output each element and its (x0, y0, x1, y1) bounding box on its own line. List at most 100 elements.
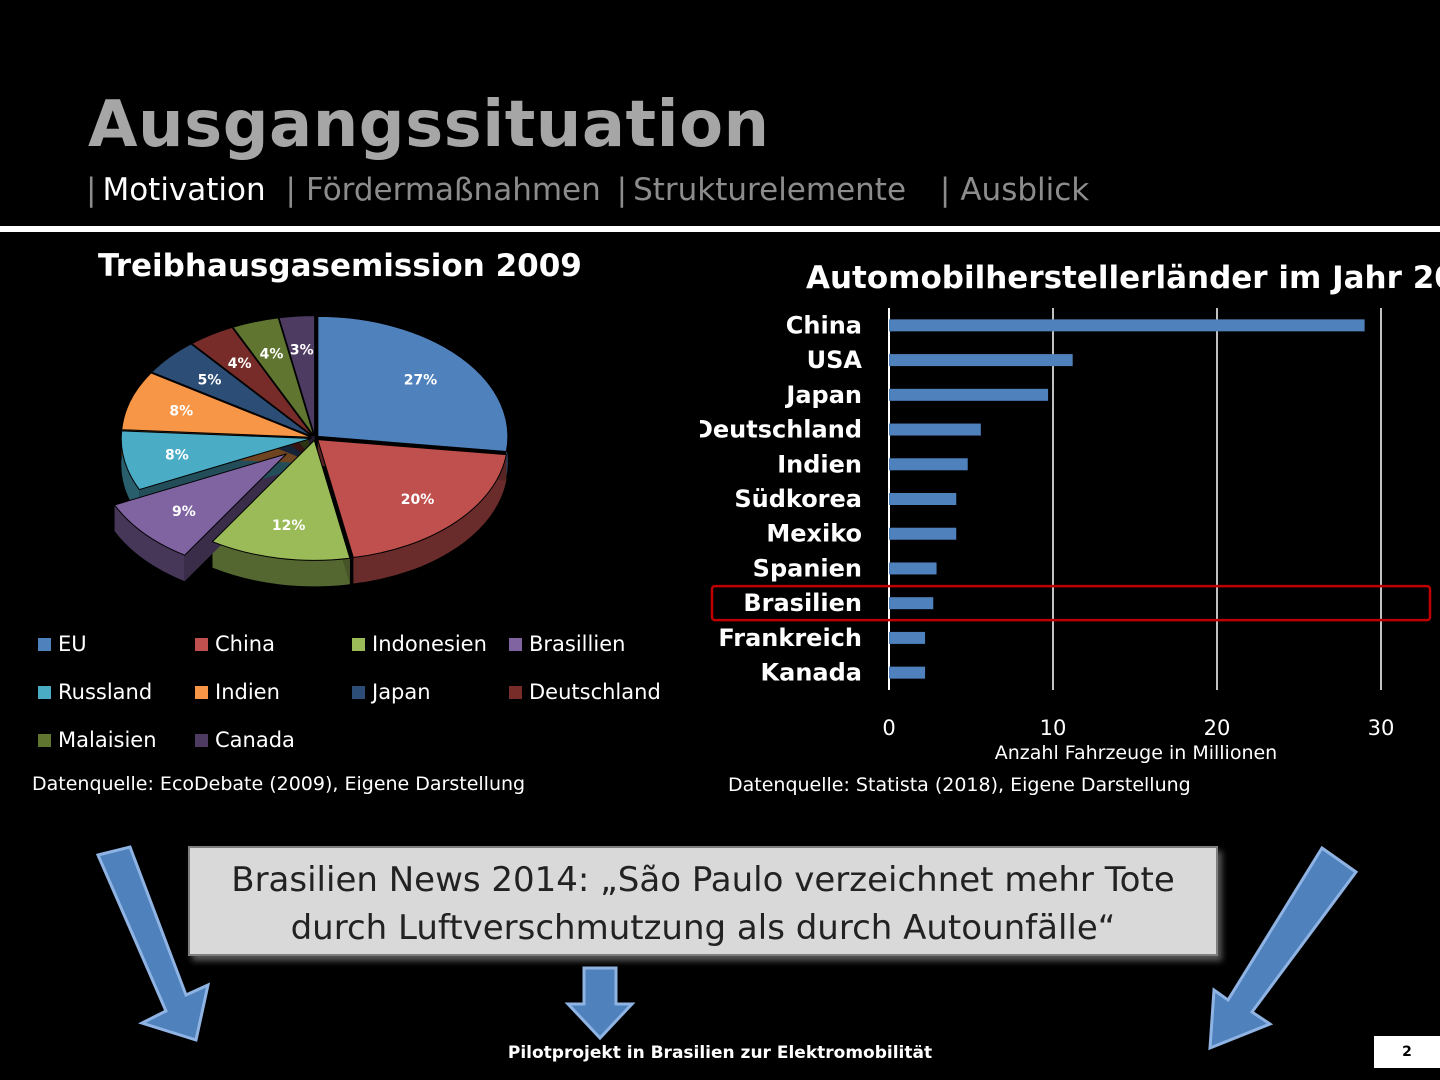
legend-item-canada: Canada (195, 728, 295, 752)
pie-slice-deutschland (190, 326, 314, 437)
y-category-label: Spanien (753, 554, 862, 582)
news-quote-line-1: Brasilien News 2014: „São Paulo verzeich… (231, 860, 1175, 900)
pie-slice-china (317, 439, 507, 559)
bar-mexiko (889, 527, 957, 540)
nav-item-ausblick[interactable]: Ausblick (960, 172, 1090, 208)
pie-slice-brasillien (113, 453, 287, 556)
pie-value-label: 8% (169, 404, 193, 420)
bar-frankreich (889, 631, 926, 644)
legend-item-china: China (195, 632, 275, 656)
pie-value-label: 3% (290, 343, 314, 359)
nav-item-foerdermassnahmen[interactable]: Fördermaßnahmen (305, 172, 601, 208)
bar-kanada (889, 666, 926, 679)
nav-separator: | (285, 172, 296, 208)
bar-brasilien (889, 597, 934, 610)
pie-value-label: 4% (260, 347, 284, 363)
y-category-label: Kanada (761, 659, 862, 687)
legend-swatch (509, 686, 522, 699)
legend-swatch (352, 638, 365, 651)
y-category-label: Japan (784, 381, 862, 409)
y-category-label: China (786, 311, 862, 339)
car-producers-bar-chart: 0 10 20 30 China USA Japan Deutschland Indien Süd… (700, 308, 1432, 764)
legend-swatch (195, 686, 208, 699)
header-divider (0, 226, 1440, 232)
legend-swatch (195, 734, 208, 747)
pie-value-label: 5% (198, 372, 222, 388)
bar-source-note: Datenquelle: Statista (2018), Eigene Dar… (728, 774, 1191, 796)
page-number: 2 (1374, 1036, 1440, 1068)
x-tick-label: 10 (1040, 716, 1067, 740)
legend-label: Indonesien (372, 632, 487, 656)
pie-slices (113, 315, 509, 561)
pie-value-label: 9% (172, 504, 196, 520)
legend-item-indonesien: Indonesien (352, 632, 487, 656)
nav-separator: | (86, 172, 97, 208)
legend-swatch (38, 686, 51, 699)
news-quote-line-2: durch Luftverschmutzung als durch Autoun… (290, 908, 1116, 948)
y-category-label: Mexiko (766, 520, 862, 548)
slide-footer: Pilotprojekt in Brasilien zur Elektromob… (507, 1043, 933, 1063)
pie-slice-side-russland (121, 430, 140, 516)
legend-item-indien: Indien (195, 680, 280, 704)
news-quote-box: Brasilien News 2014: „São Paulo verzeich… (188, 846, 1218, 956)
legend-swatch (38, 638, 51, 651)
y-category-label: Brasilien (743, 589, 862, 617)
pie-slice-indien (121, 372, 312, 438)
pie-slice-edge-brasillien (184, 453, 287, 582)
pie-value-label: 27% (404, 372, 438, 388)
bar-deutschland (889, 423, 981, 436)
pie-value-label: 20% (401, 492, 435, 508)
pie-slice-indonesien (211, 439, 351, 561)
y-category-label: USA (807, 346, 863, 374)
bar-china (889, 319, 1365, 332)
legend-item-russland: Russland (38, 680, 152, 704)
legend-label: Brasillien (529, 632, 626, 656)
pie-chart-title: Treibhausgasemission 2009 (98, 248, 582, 284)
bar-gridlines (888, 308, 1382, 690)
legend-label: Indien (215, 680, 280, 704)
pie-slice-russland (120, 430, 312, 491)
legend-swatch (509, 638, 522, 651)
pie-labels: 27% 20% 12% 9% 8% 8% 5% 4% 4% 3% (165, 343, 437, 535)
pie-slice-malaisien (232, 317, 315, 437)
pie-slice-canada (278, 315, 316, 436)
legend-swatch (38, 734, 51, 747)
x-tick-label: 0 (882, 716, 895, 740)
legend-label: China (215, 632, 275, 656)
slide-title: Ausgangssituation (88, 88, 770, 162)
legend-item-malaisien: Malaisien (38, 728, 157, 752)
pie-slice-eu (317, 315, 509, 452)
y-category-label: Deutschland (700, 416, 862, 444)
y-category-label: Indien (777, 450, 862, 478)
pie-value-label: 12% (272, 518, 306, 534)
highlight-box-brasilien (710, 584, 1432, 622)
nav-item-motivation[interactable]: Motivation (102, 172, 266, 208)
x-axis-label: Anzahl Fahrzeuge in Millionen (995, 742, 1277, 764)
nav-item-strukturelemente[interactable]: Strukturelemente (633, 172, 907, 208)
legend-item-japan: Japan (352, 680, 431, 704)
bar-spanien (889, 562, 937, 575)
emissions-pie-chart: 27% 20% 12% 9% 8% 8% 5% 4% 4% 3% (113, 315, 509, 587)
legend-swatch (195, 638, 208, 651)
legend-label: Deutschland (529, 680, 661, 704)
nav-separator: | (939, 172, 951, 208)
pie-source-note: Datenquelle: EcoDebate (2009), Eigene Da… (32, 773, 526, 795)
legend-item-eu: EU (38, 632, 87, 656)
bar-indien (889, 458, 968, 471)
bar-usa (889, 354, 1073, 367)
legend-label: EU (58, 632, 87, 656)
legend-label: Japan (372, 680, 431, 704)
section-nav: | Motivation | Fördermaßnahmen | Strukturel… (86, 172, 1089, 208)
legend-label: Canada (215, 728, 295, 752)
pie-slice-japan (150, 343, 313, 437)
y-category-label: Südkorea (734, 485, 862, 513)
bar-japan (889, 388, 1049, 401)
legend-item-deutschland: Deutschland (509, 680, 661, 704)
x-tick-label: 20 (1204, 716, 1231, 740)
legend-label: Malaisien (58, 728, 157, 752)
x-tick-label: 30 (1368, 716, 1395, 740)
legend-label: Russland (58, 680, 153, 704)
pie-value-label: 8% (165, 448, 189, 464)
bar-chart-title: Automobilherstellerländer im Jahr 2017 (806, 260, 1440, 296)
legend-swatch (352, 686, 365, 699)
